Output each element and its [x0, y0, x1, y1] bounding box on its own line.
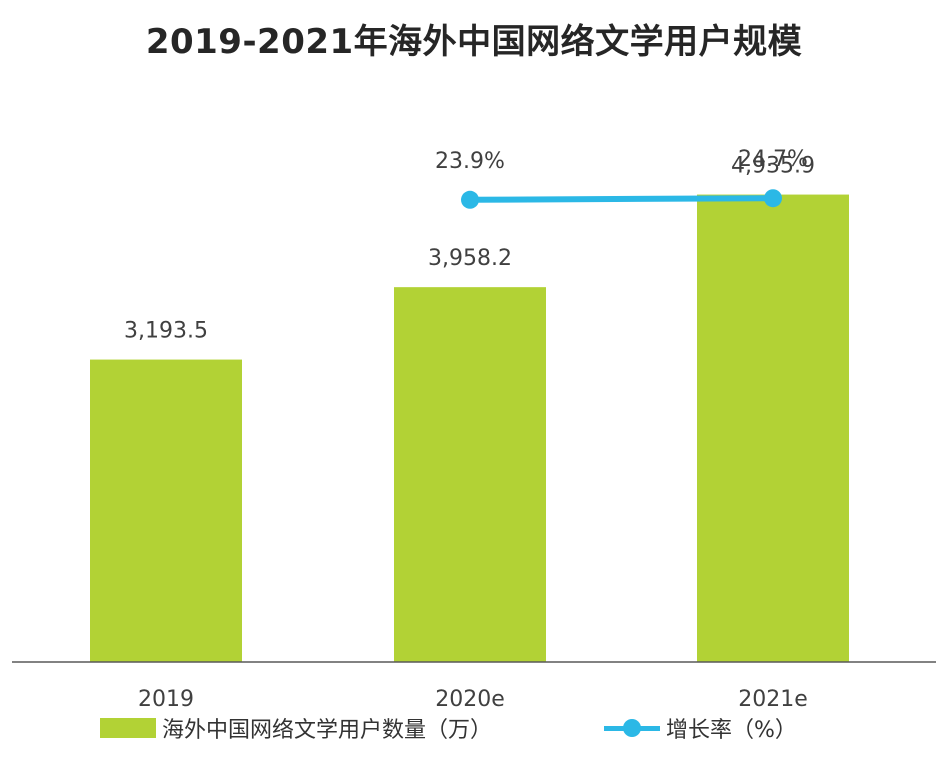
- bar-value-label: 3,958.2: [428, 246, 512, 271]
- legend-item-growth: 增长率（%）: [604, 712, 797, 744]
- legend-line-swatch: [604, 718, 660, 738]
- bar-value-labels: 3,193.5 3,958.2 4,935.9: [124, 154, 815, 344]
- growth-value-label: 23.9%: [435, 149, 505, 174]
- x-tick-labels: 2019 2020e 2021e: [138, 687, 808, 712]
- bar-group: [90, 194, 849, 663]
- bar-2019: [90, 359, 242, 662]
- x-tick-label: 2021e: [738, 687, 808, 712]
- bar-value-label: 4,935.9: [731, 154, 815, 179]
- legend-label-users: 海外中国网络文学用户数量（万）: [162, 718, 493, 743]
- bar-2020e: [394, 287, 546, 662]
- legend-item-users: 海外中国网络文学用户数量（万）: [100, 712, 492, 744]
- x-tick-label: 2020e: [435, 687, 505, 712]
- bar-value-label: 3,193.5: [124, 319, 208, 344]
- growth-line: [469, 195, 774, 203]
- legend: 海外中国网络文学用户数量（万） 增长率（%）: [0, 712, 948, 752]
- growth-point: [461, 190, 479, 209]
- growth-line-group: 23.9% 24.7%: [435, 147, 808, 209]
- chart-title: 2019-2021年海外中国网络文学用户规模: [145, 22, 803, 62]
- legend-label-growth: 增长率（%）: [666, 718, 797, 743]
- x-tick-label: 2019: [138, 687, 194, 712]
- growth-point: [764, 189, 782, 208]
- legend-bar-swatch: [100, 718, 156, 738]
- bar-2021e: [697, 194, 849, 663]
- growth-value-label: 24.7%: [738, 147, 808, 172]
